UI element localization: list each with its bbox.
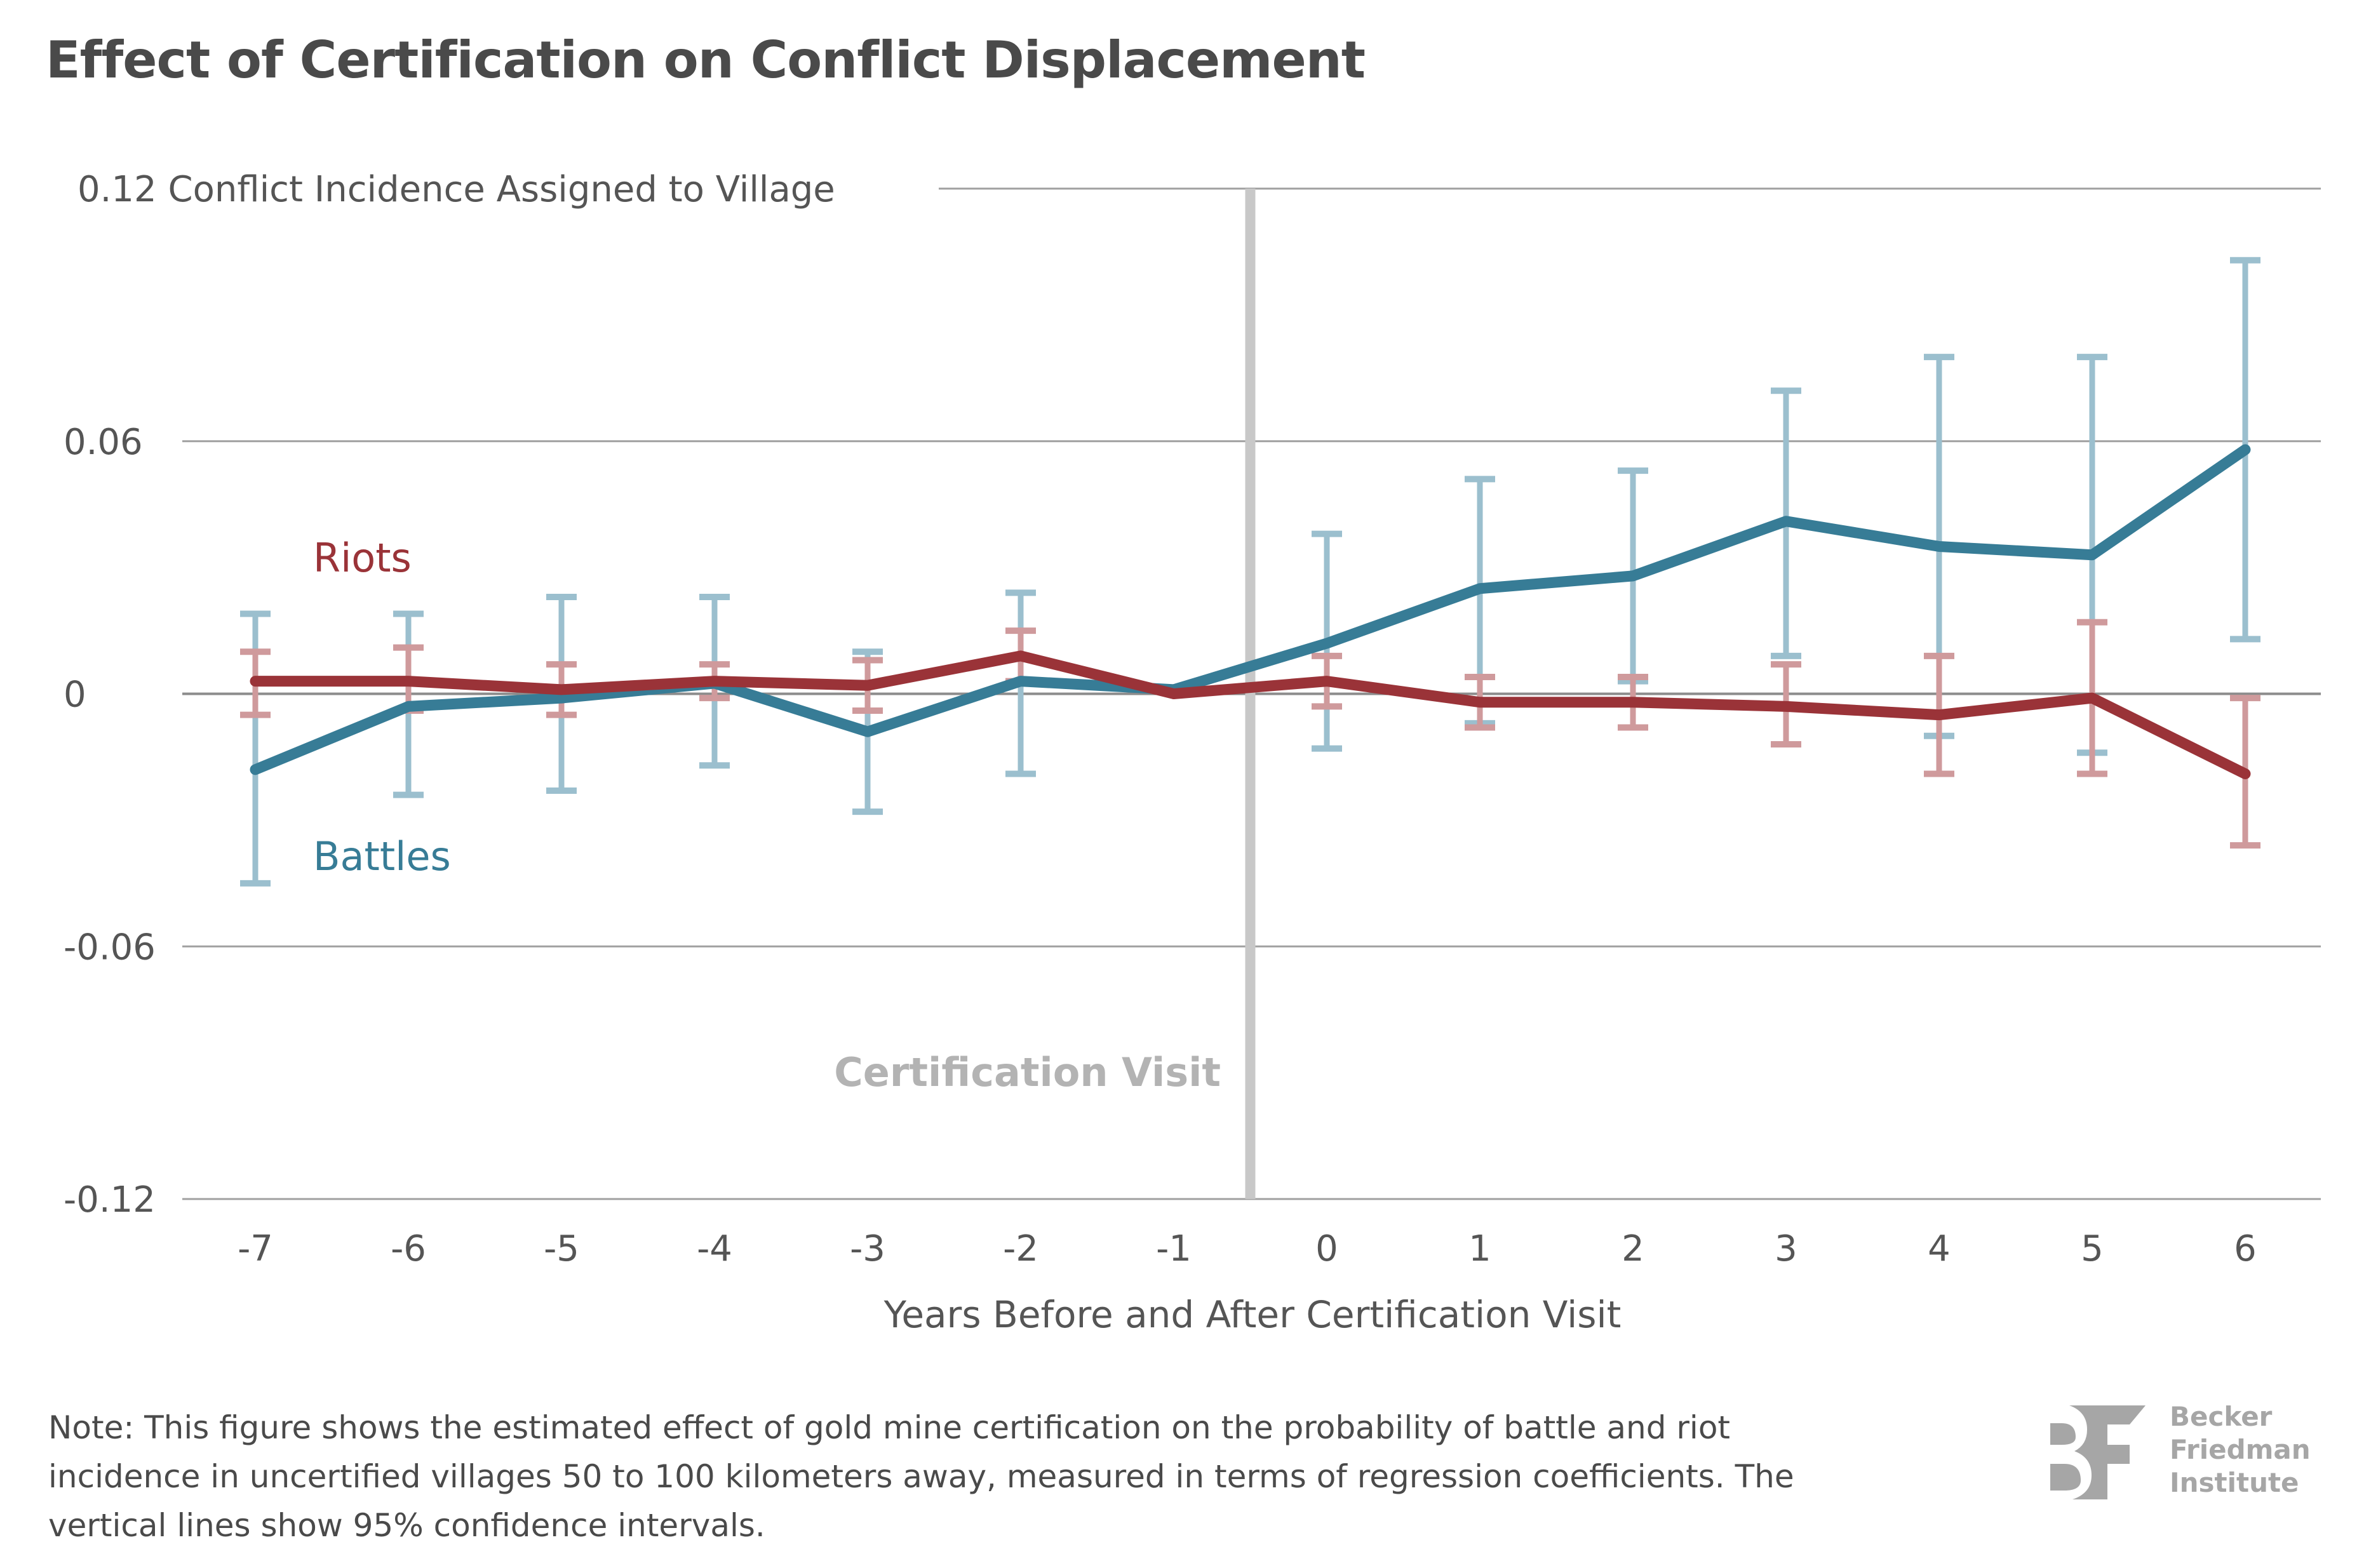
y-tick-label: -0.12 (64, 1179, 156, 1221)
y-tick-label: -0.06 (64, 927, 156, 968)
logo-wordmark: Becker Friedman Institute (2170, 1400, 2311, 1499)
chart-title: Effect of Certification on Conflict Disp… (46, 30, 1366, 90)
footnote: Note: This figure shows the estimated ef… (48, 1409, 1794, 1544)
x-tick-label: -5 (544, 1228, 579, 1270)
x-tick-label: -7 (238, 1228, 273, 1270)
y-tick-label: 0.12 Conflict Incidence Assigned to Vill… (77, 169, 835, 210)
becker-friedman-logo: Becker Friedman Institute (2050, 1400, 2342, 1508)
bf-logo-icon (2050, 1405, 2146, 1499)
x-tick-label: 6 (2234, 1228, 2257, 1270)
battles-line (250, 444, 2251, 775)
x-tick-label: -4 (697, 1228, 732, 1270)
series-lines (250, 444, 2251, 779)
x-tick-label: 4 (1928, 1228, 1951, 1270)
logo-line-becker: Becker (2170, 1401, 2273, 1432)
x-tick-label: 2 (1622, 1228, 1644, 1270)
x-tick-label: 3 (1775, 1228, 1797, 1270)
logo-line-institute: Institute (2170, 1467, 2299, 1498)
y-tick-label: 0.06 (64, 422, 143, 463)
x-tick-label: -3 (850, 1228, 885, 1270)
y-axis-ticks: -0.12 -0.06 0 0.06 0.12 Conflict Incidence A… (64, 169, 835, 1221)
y-axis-title: Conflict Incidence Assigned to Village (157, 169, 835, 210)
x-tick-label: 5 (2081, 1228, 2104, 1270)
riots-line (250, 650, 2251, 779)
x-axis-ticks: -7 -6 -5 -4 -3 -2 -1 0 1 2 3 4 5 6 (238, 1228, 2257, 1270)
y-tick-label: 0 (64, 674, 86, 716)
x-tick-label: -6 (391, 1228, 426, 1270)
logo-line-friedman: Friedman (2170, 1434, 2311, 1465)
x-tick-label: -2 (1003, 1228, 1038, 1270)
battles-series-label: Battles (313, 833, 451, 880)
x-tick-label: 1 (1468, 1228, 1491, 1270)
riots-series-label: Riots (313, 535, 412, 581)
x-tick-label: 0 (1315, 1228, 1338, 1270)
x-axis-title: Years Before and After Certification Vis… (883, 1293, 1622, 1336)
certification-visit-label: Certification Visit (834, 1049, 1221, 1096)
x-tick-label: -1 (1156, 1228, 1192, 1270)
